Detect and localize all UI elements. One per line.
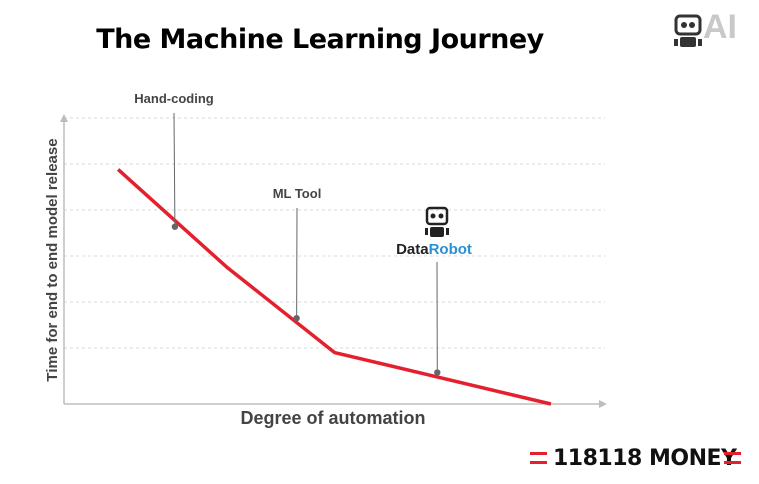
chart-series: [116, 168, 552, 406]
annotation-leader: [173, 112, 176, 227]
robot-icon: [674, 14, 702, 47]
robot-icon-head: [425, 206, 449, 226]
annotation-label-part: Robot: [429, 241, 472, 258]
annotation-dot: [434, 369, 441, 376]
x-axis-label: Degree of automation: [240, 408, 425, 428]
annotation-dot: [171, 223, 179, 230]
annotation-label: DataRobot: [396, 241, 472, 258]
chart-grid: [64, 117, 605, 349]
robot-icon-arm: [425, 228, 428, 235]
series-line: [116, 168, 552, 406]
chart-axes: [60, 114, 607, 408]
y-axis-label: Time for end to end model release: [44, 138, 61, 381]
robot-icon-eye: [430, 213, 436, 219]
annotation-dot: [293, 315, 300, 322]
x-axis-arrow: [599, 400, 607, 408]
robot-icon-eye: [438, 213, 444, 219]
robot-icon-body: [430, 227, 444, 237]
ai-logo-text: AI: [703, 8, 737, 46]
annotation-label: ML Tool: [273, 186, 322, 201]
page-title: The Machine Learning Journey: [96, 24, 544, 55]
annotation-label: Hand-coding: [134, 91, 213, 106]
brand-bar-left-1: [530, 452, 547, 455]
brand-logo-text: 118118 MONEY: [553, 446, 737, 471]
robot-icon-arm: [446, 228, 449, 235]
brand-bar-right-2: [724, 461, 741, 464]
robot-icon: [425, 206, 449, 237]
chart-annotations: Hand-coding ML Tool DataRobot: [134, 91, 472, 376]
brand-bar-right-1: [724, 452, 741, 455]
annotation-label-part: Data: [396, 241, 429, 258]
y-axis-arrow: [60, 114, 68, 122]
brand-bar-left-2: [530, 461, 547, 464]
